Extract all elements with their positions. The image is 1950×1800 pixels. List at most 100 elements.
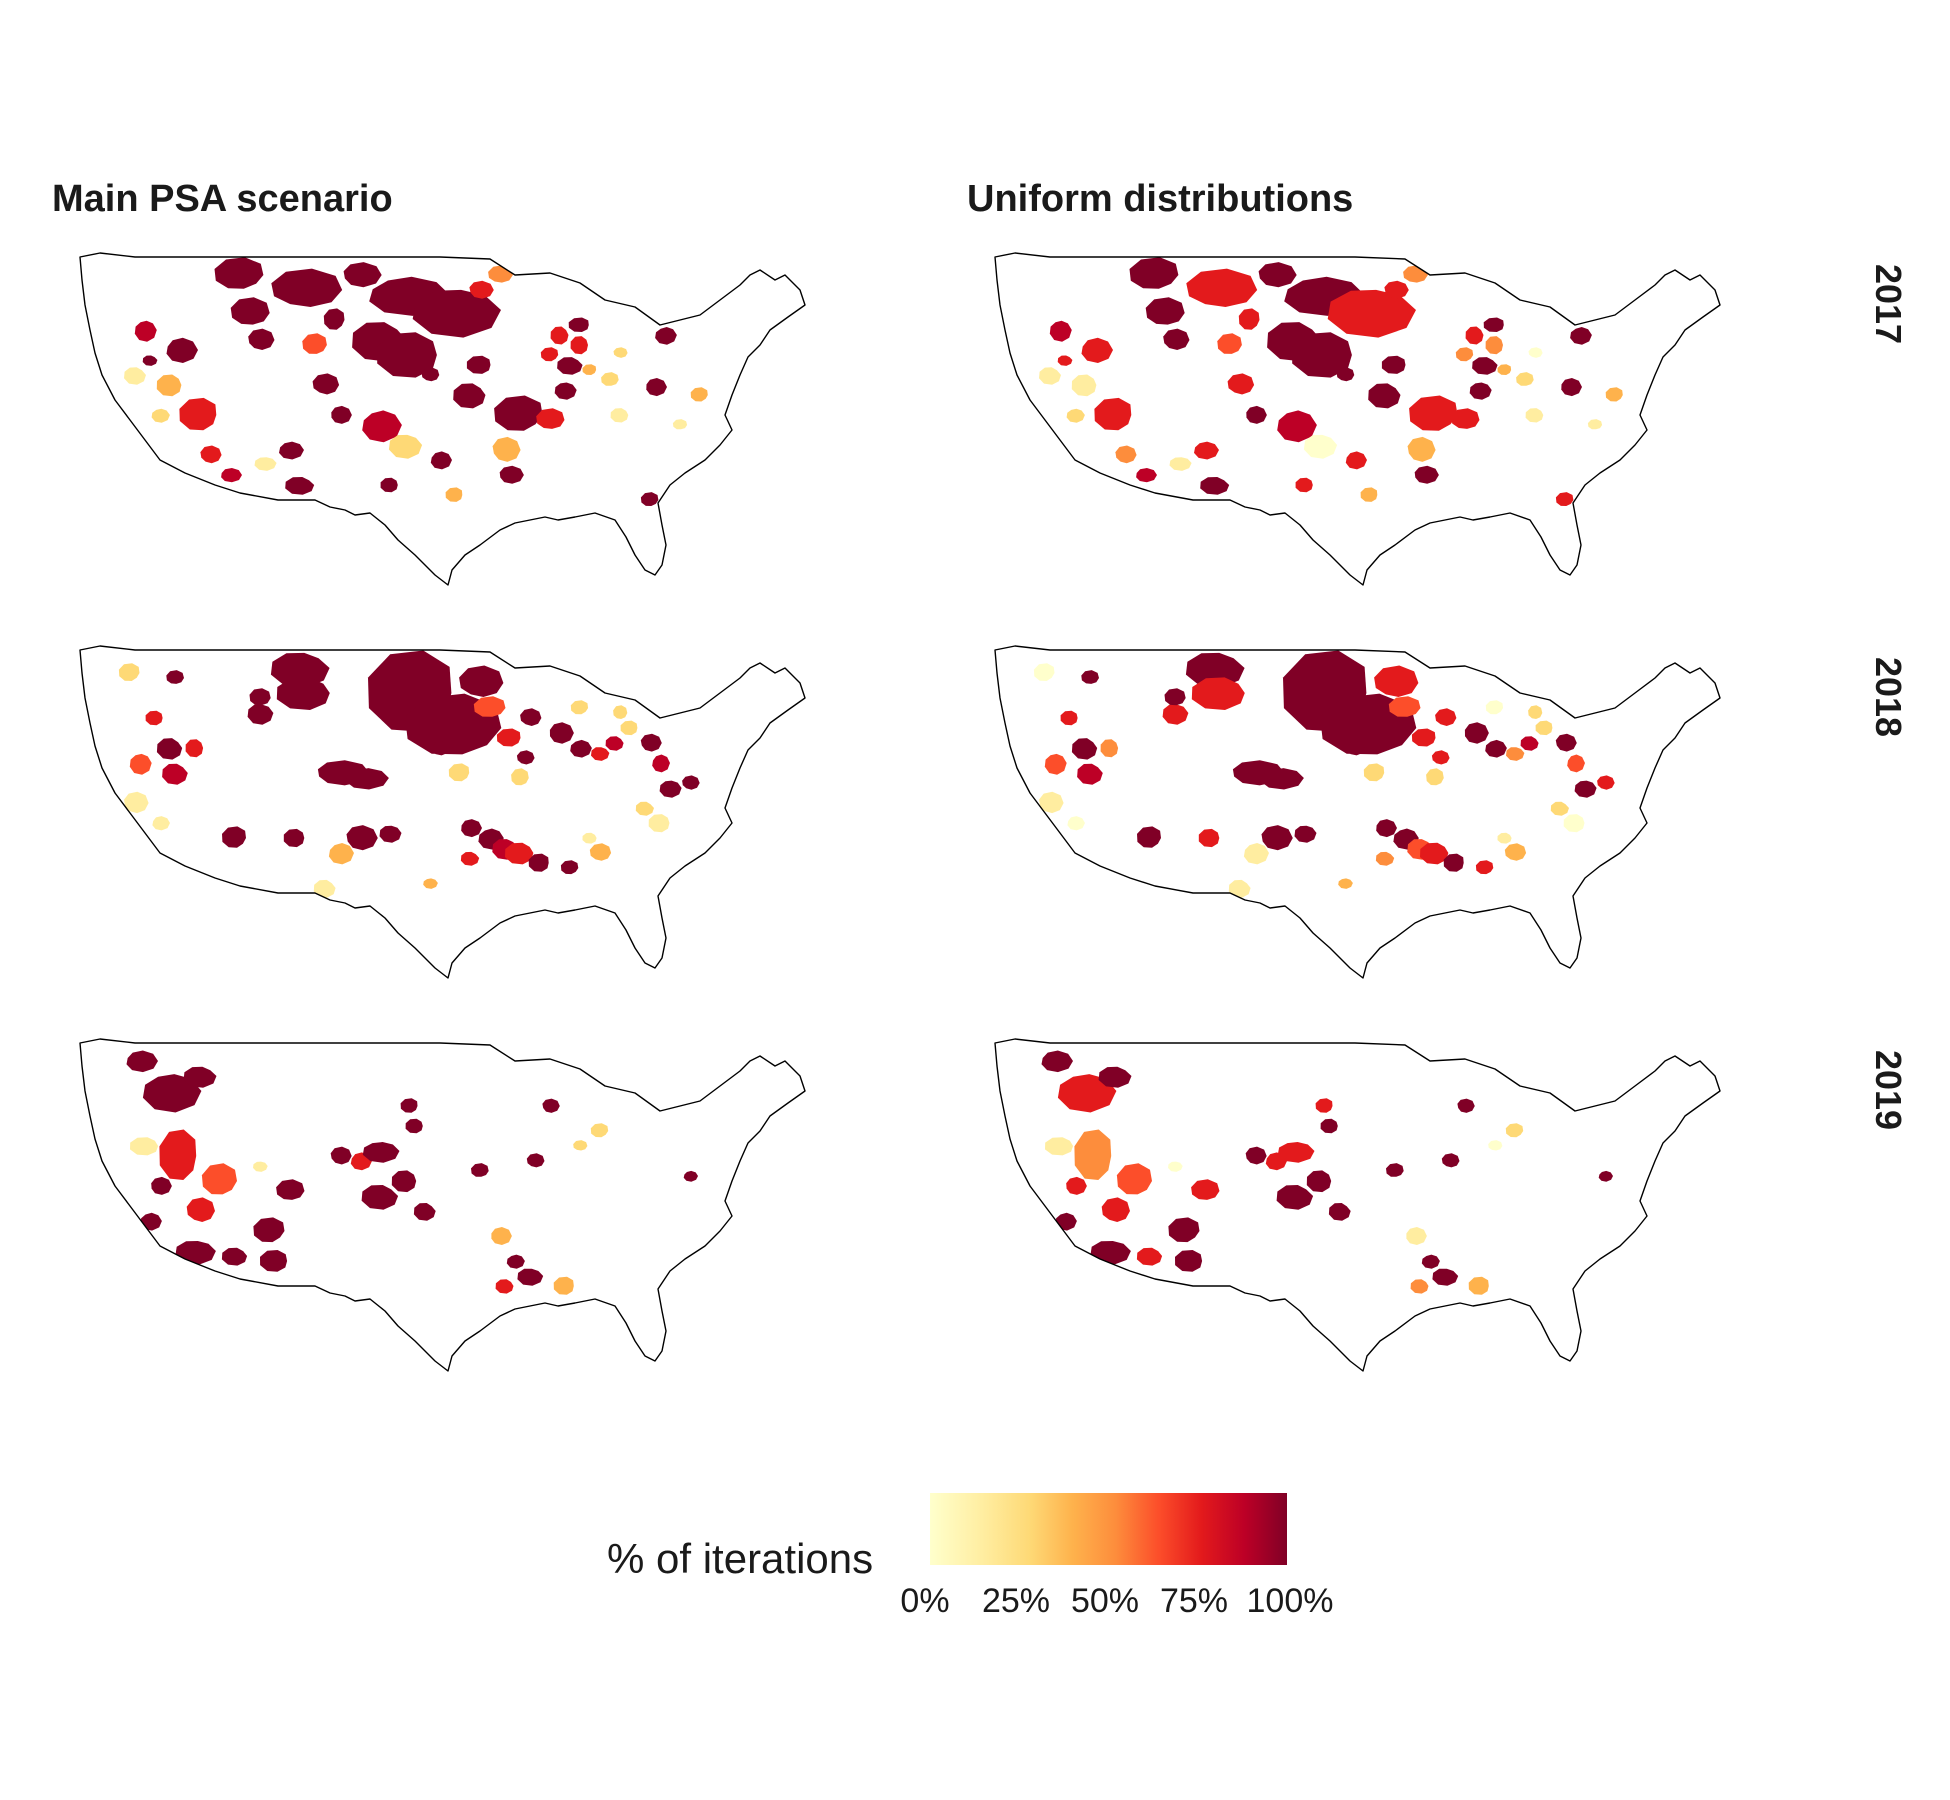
county-region — [1504, 843, 1527, 861]
county-region — [430, 451, 452, 470]
county-region — [553, 1276, 574, 1295]
county-region — [601, 372, 619, 386]
county-region — [1345, 451, 1367, 470]
county-region — [145, 710, 163, 726]
county-region — [271, 268, 343, 307]
county-region — [362, 410, 402, 443]
county-region — [1597, 775, 1615, 790]
county-region — [331, 405, 352, 424]
county-region — [1483, 317, 1504, 332]
county-region — [1535, 720, 1553, 736]
county-region — [124, 791, 149, 814]
county-region — [1163, 328, 1190, 350]
us-border-outline — [79, 252, 806, 586]
county-region — [466, 355, 491, 374]
county-region — [659, 780, 682, 798]
county-region — [1469, 382, 1492, 400]
county-region — [283, 828, 305, 848]
us-border-outline — [994, 645, 1721, 979]
county-region — [613, 347, 628, 358]
county-region — [1464, 722, 1489, 744]
legend-tick-25 — [1018, 1565, 1020, 1573]
legend-tick-100 — [1285, 1565, 1287, 1573]
county-region — [1060, 710, 1078, 726]
county-region — [1381, 355, 1406, 374]
county-region — [1041, 1050, 1073, 1073]
county-region — [1136, 1247, 1163, 1266]
county-region — [655, 327, 677, 345]
county-region — [640, 492, 659, 506]
county-region — [620, 720, 638, 736]
county-region — [1238, 308, 1260, 330]
county-region — [1376, 819, 1397, 838]
county-region — [1411, 728, 1436, 747]
county-region — [683, 1170, 698, 1182]
county-region — [1407, 436, 1436, 462]
county-region — [1246, 405, 1267, 424]
county-region — [312, 373, 340, 395]
county-region — [1468, 1276, 1489, 1295]
county-region — [183, 1066, 217, 1088]
county-region — [248, 328, 275, 350]
county-region — [536, 408, 565, 429]
county-region — [126, 1050, 158, 1073]
county-region — [279, 441, 304, 460]
county-region — [1306, 1170, 1332, 1193]
county-region — [1276, 1185, 1314, 1210]
county-region — [142, 355, 158, 366]
county-region — [469, 280, 494, 299]
county-region — [1485, 739, 1507, 758]
county-region — [1116, 1163, 1152, 1195]
county-regions — [1033, 650, 1615, 898]
county-region — [1260, 768, 1304, 790]
county-region — [1368, 383, 1401, 409]
county-region — [152, 816, 170, 831]
county-region — [1303, 434, 1338, 459]
county-region — [1414, 465, 1439, 484]
legend-tick-0 — [930, 1565, 932, 1573]
county-region — [1137, 826, 1161, 848]
us-border-outline — [994, 252, 1721, 586]
county-region — [253, 1217, 285, 1243]
county-region — [413, 1203, 436, 1221]
county-region — [605, 736, 624, 751]
county-region — [1587, 419, 1603, 430]
county-region — [159, 1129, 197, 1180]
county-region — [1033, 663, 1055, 681]
county-region — [343, 262, 382, 288]
county-region — [495, 1279, 514, 1294]
county-region — [682, 775, 700, 790]
county-region — [1294, 825, 1317, 843]
county-region — [1191, 677, 1245, 710]
county-region — [506, 1254, 525, 1269]
county-region — [471, 1163, 489, 1177]
us-border-outline — [994, 1038, 1721, 1372]
county-region — [421, 367, 440, 382]
county-region — [186, 1197, 215, 1222]
legend-label-25: 25% — [981, 1582, 1051, 1620]
county-region — [1277, 1142, 1315, 1163]
county-region — [1443, 853, 1464, 872]
county-region — [570, 336, 588, 355]
us-border-outline — [79, 1038, 806, 1372]
county-region — [1044, 753, 1067, 775]
county-region — [1081, 670, 1099, 684]
county-region — [1186, 268, 1258, 307]
county-region — [516, 750, 535, 765]
county-region — [511, 768, 529, 786]
county-region — [573, 1140, 588, 1151]
county-region — [549, 722, 574, 744]
county-region — [1315, 1098, 1333, 1113]
map-panel-main-2018 — [60, 638, 960, 1008]
county-region — [589, 843, 612, 861]
county-region — [1200, 477, 1230, 495]
county-region — [1100, 739, 1119, 758]
county-region — [328, 843, 354, 865]
county-region — [129, 753, 152, 775]
county-region — [520, 708, 542, 726]
county-region — [400, 1098, 418, 1113]
county-region — [166, 670, 184, 684]
county-region — [134, 320, 157, 342]
county-region — [1363, 763, 1385, 782]
legend-tick-75 — [1196, 1565, 1198, 1573]
